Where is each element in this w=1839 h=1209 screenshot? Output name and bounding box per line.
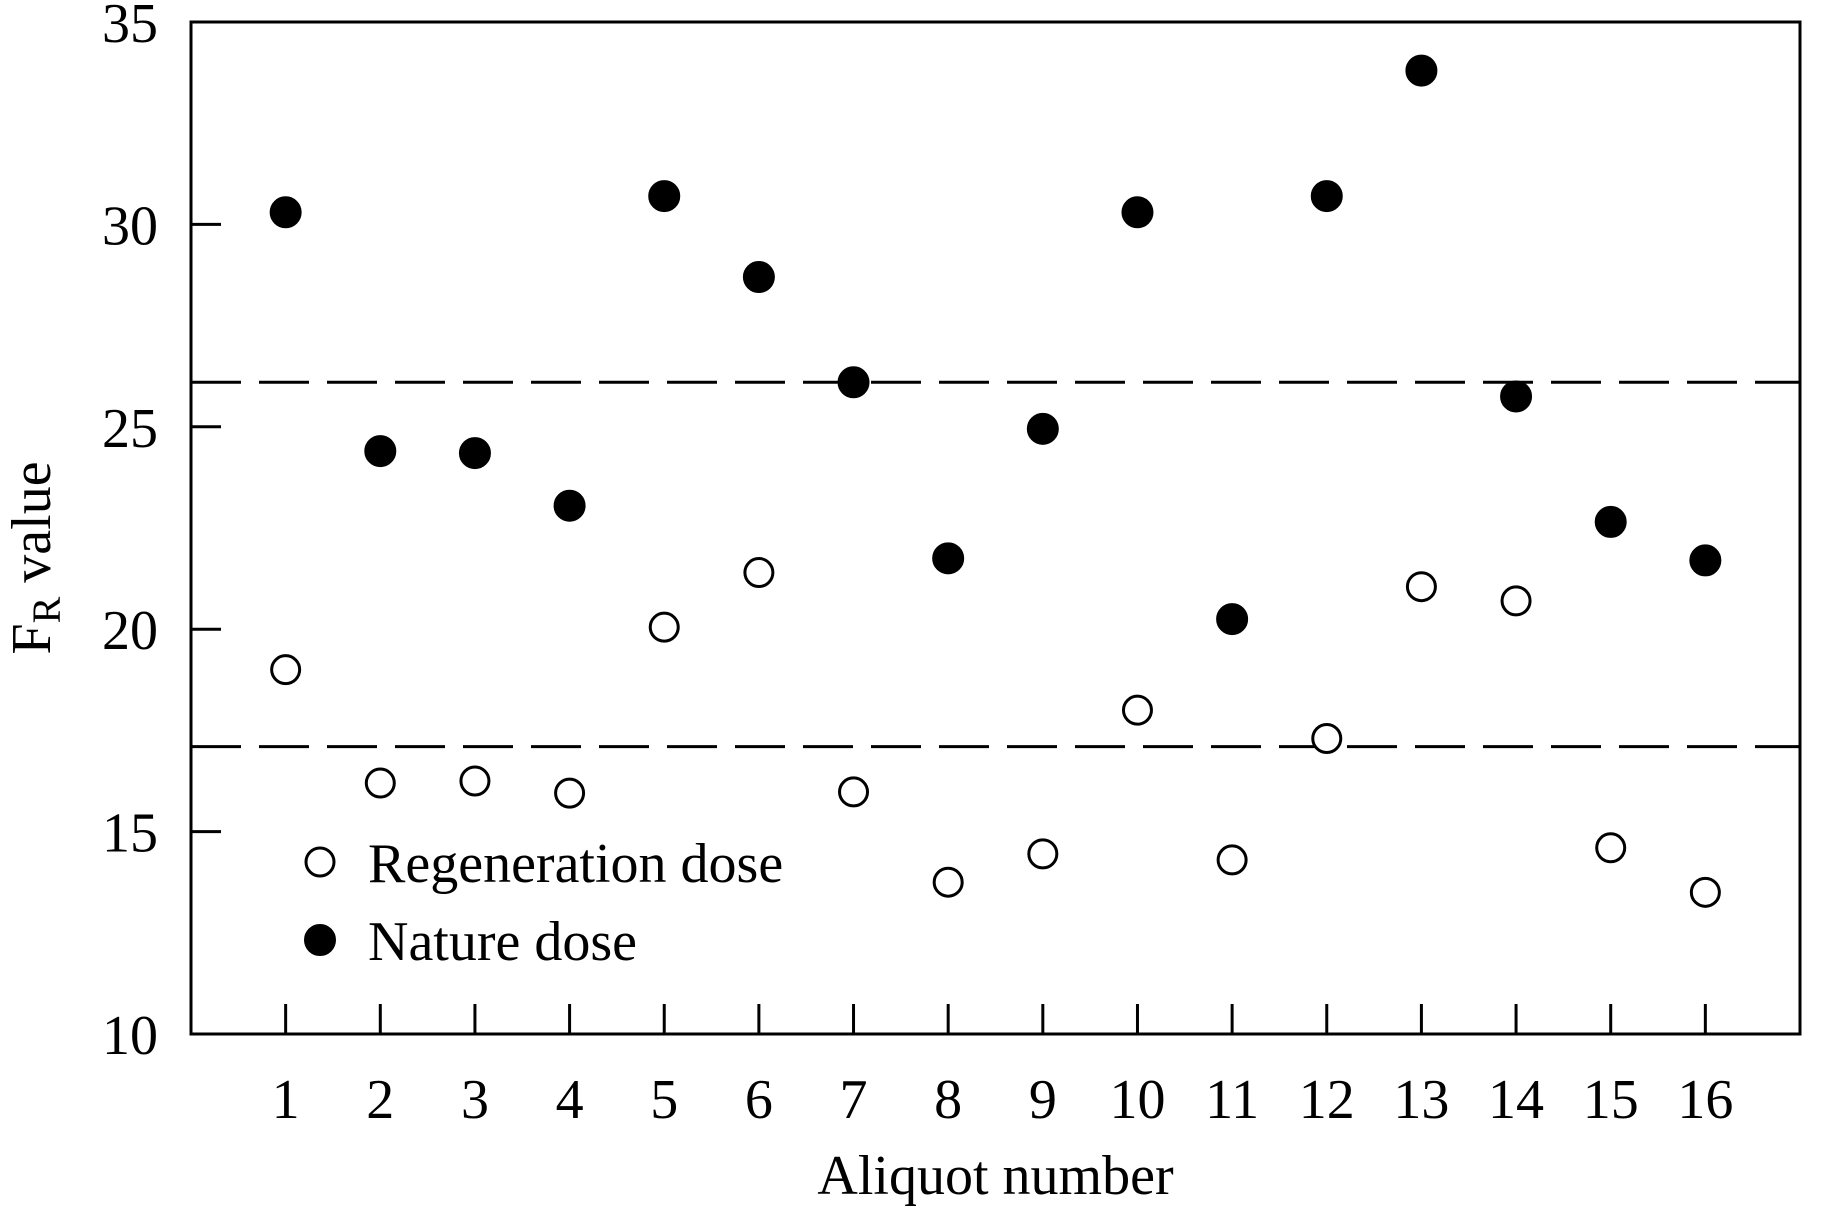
x-tick-label: 5 [650, 1069, 678, 1131]
x-tick-label: 8 [934, 1069, 962, 1131]
x-tick-label: 6 [745, 1069, 773, 1131]
y-axis-title-rest: value [1, 461, 63, 596]
data-points [269, 54, 1722, 908]
y-tick-label: 25 [102, 398, 158, 460]
x-tick-label: 2 [366, 1069, 394, 1131]
regeneration-dose-point [1027, 838, 1059, 870]
nature-dose-point [1121, 196, 1154, 229]
x-tick-label: 4 [556, 1069, 584, 1131]
regeneration-dose-point [838, 776, 870, 808]
reference-lines [191, 380, 1800, 749]
legend: Regeneration dose Nature dose [304, 833, 783, 973]
nature-dose-point [742, 261, 775, 294]
x-tick-label: 9 [1029, 1069, 1057, 1131]
regeneration-dose-point [459, 765, 491, 797]
y-axis-title-subscript: R [24, 596, 69, 623]
regeneration-dose-point [1121, 694, 1153, 726]
x-tick-label: 1 [272, 1069, 300, 1131]
regeneration-dose-point [743, 557, 775, 589]
y-tick-label: 20 [102, 600, 158, 662]
nature-dose-point [553, 489, 586, 522]
regeneration-dose-point [648, 611, 680, 643]
nature-dose-point [1689, 544, 1722, 577]
regeneration-dose-point [932, 866, 964, 898]
nature-dose-point [1594, 505, 1627, 538]
nature-dose-point [1500, 380, 1533, 413]
regeneration-dose-point [1405, 571, 1437, 603]
x-tick-label: 16 [1677, 1069, 1733, 1131]
x-axis-title: Aliquot number [817, 1145, 1174, 1207]
x-tick-label: 13 [1393, 1069, 1449, 1131]
regeneration-dose-point [554, 777, 586, 809]
legend-label-regeneration-dose: Regeneration dose [368, 833, 783, 895]
y-tick-label: 35 [102, 0, 158, 55]
x-tick-label: 14 [1488, 1069, 1544, 1131]
y-tick-label: 15 [102, 803, 158, 865]
y-axis-title: FR value [1, 461, 69, 654]
nature-dose-point [648, 180, 681, 213]
x-axis-ticks: 1 2 3 4 5 6 7 8 9 10 11 12 13 14 15 16 [272, 1004, 1733, 1131]
nature-dose-point [1405, 54, 1438, 87]
nature-dose-point [364, 435, 397, 468]
regeneration-dose-point [1689, 876, 1721, 908]
x-tick-label: 11 [1205, 1069, 1259, 1131]
legend-label-nature-dose: Nature dose [368, 911, 637, 973]
x-tick-label: 15 [1583, 1069, 1639, 1131]
x-tick-label: 12 [1299, 1069, 1355, 1131]
y-axis-ticks: 10 15 20 25 30 35 [102, 0, 221, 1067]
regeneration-dose-point [1500, 585, 1532, 617]
x-tick-label: 3 [461, 1069, 489, 1131]
plot-area-frame [189, 20, 1802, 1036]
nature-dose-point [932, 542, 965, 575]
y-axis-title-main: F [1, 623, 63, 654]
legend-marker-nature-dose [304, 924, 336, 956]
nature-dose-point [1216, 603, 1249, 636]
x-tick-label: 10 [1109, 1069, 1165, 1131]
nature-dose-point [837, 366, 870, 399]
nature-dose-point [458, 437, 491, 470]
regeneration-dose-point [1311, 722, 1343, 754]
nature-dose-point [1026, 412, 1059, 445]
regeneration-dose-point [270, 654, 302, 686]
legend-marker-regeneration-dose [304, 846, 336, 878]
y-tick-label: 10 [102, 1005, 158, 1067]
regeneration-dose-point [1216, 844, 1248, 876]
regeneration-dose-point [364, 767, 396, 799]
y-tick-label: 30 [102, 195, 158, 257]
x-tick-label: 7 [840, 1069, 868, 1131]
nature-dose-point [1310, 180, 1343, 213]
nature-dose-point [269, 196, 302, 229]
regeneration-dose-point [1595, 832, 1627, 864]
